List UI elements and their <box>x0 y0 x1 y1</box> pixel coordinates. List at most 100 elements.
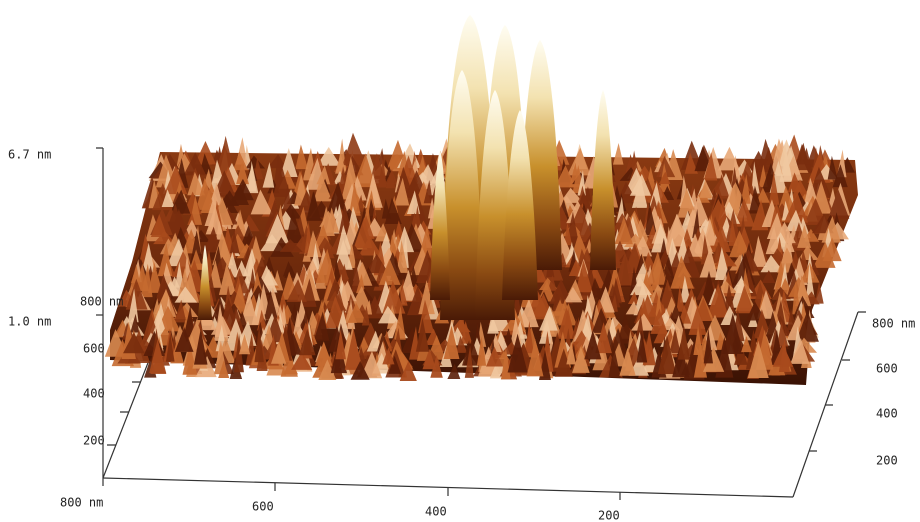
surface-spike <box>740 174 751 204</box>
surface-spike <box>761 270 776 284</box>
surface-spike <box>236 161 249 185</box>
surface-spike <box>418 280 435 315</box>
surface-spike <box>778 339 790 372</box>
surface-peak <box>502 110 538 300</box>
surface-spike <box>183 152 207 176</box>
surface-spike <box>741 335 752 353</box>
surface-spike <box>447 363 461 379</box>
surface-spike <box>795 310 819 342</box>
surface-spike <box>378 155 387 188</box>
surface-spike <box>684 152 698 174</box>
surface-spike <box>669 328 681 354</box>
surface-spike <box>313 174 333 202</box>
surface-spike <box>396 239 409 273</box>
surface-spike <box>464 345 474 378</box>
surface-spike <box>608 345 621 378</box>
surface-spike <box>230 267 250 294</box>
surface-spike <box>335 329 346 360</box>
surface-spike <box>627 291 639 305</box>
surface-spike <box>270 341 287 364</box>
surface-spike <box>790 179 811 200</box>
surface-spike <box>318 342 330 359</box>
surface-spike <box>806 262 815 297</box>
surface-spike <box>760 254 784 273</box>
surface-spike <box>140 263 153 298</box>
surface-spike <box>174 299 187 323</box>
surface-spike <box>270 236 294 257</box>
surface-spike <box>285 209 304 243</box>
surface-spike <box>566 341 576 365</box>
surface-spike <box>295 144 309 170</box>
surface-spike <box>827 155 838 180</box>
surface-spike <box>588 277 604 298</box>
surface-spike <box>245 251 257 284</box>
surface-spike <box>795 275 812 307</box>
surface-spike <box>347 302 367 323</box>
surface-spike <box>563 222 573 246</box>
surface-spike <box>298 328 316 356</box>
surface-spike <box>476 336 487 366</box>
surface-spike <box>513 288 522 314</box>
surface-spike <box>238 334 251 355</box>
surface-spike <box>416 164 437 184</box>
surface-spike <box>747 340 769 379</box>
surface-spike <box>291 310 304 343</box>
surface-spike <box>272 163 291 197</box>
z-max-label: 6.7 nm <box>8 148 51 162</box>
surface-spike <box>250 189 273 215</box>
surface-spike <box>282 261 296 277</box>
surface-spike <box>307 190 321 220</box>
surface-spike <box>174 286 198 303</box>
surface-spike <box>812 241 836 268</box>
surface-spike <box>646 251 668 285</box>
surface-spike <box>366 330 383 352</box>
surface-spike <box>642 251 657 271</box>
left-depth-axis <box>102 349 154 479</box>
surface-spike <box>722 312 744 354</box>
surface-spike <box>218 360 230 379</box>
right-axis-label: 800 nm <box>872 317 915 331</box>
surface-spike <box>382 280 406 314</box>
surface-spike <box>286 279 307 302</box>
surface-spike <box>352 153 376 188</box>
surface-spike <box>554 165 576 188</box>
surface-spike <box>703 328 713 364</box>
surface-spike <box>153 230 177 245</box>
surface-spike <box>751 161 760 194</box>
surface-spike <box>399 361 417 381</box>
labels: 6.7 nm 1.0 nm 800 nm 600 400 200 800 nm … <box>8 148 915 522</box>
surface-spike <box>753 309 772 339</box>
surface-spike <box>240 291 259 326</box>
surface-spike <box>194 141 217 165</box>
surface-spike <box>460 320 473 344</box>
surface-spike <box>187 212 196 226</box>
surface-spike <box>423 179 433 204</box>
surface-spike <box>693 341 708 378</box>
surface-spike <box>254 326 264 363</box>
front-axis-label: 800 nm <box>60 496 103 510</box>
surface-spike <box>658 171 671 184</box>
surface-spike <box>539 305 558 331</box>
surface-spike <box>769 171 780 205</box>
surface-spike <box>771 286 791 300</box>
surface-spike <box>385 169 396 189</box>
surface-spike <box>316 165 331 185</box>
surface-spike <box>305 258 320 275</box>
surface-spike <box>576 216 594 243</box>
surface-spike <box>348 182 361 216</box>
surface-spike <box>688 305 707 335</box>
surface-spike <box>318 241 335 259</box>
surface <box>104 15 858 385</box>
surface-spike <box>814 281 824 304</box>
surface-spike <box>264 290 278 319</box>
surface-spike <box>657 334 677 374</box>
surface-spike <box>165 203 185 235</box>
surface-spike <box>430 355 443 378</box>
surface-spike <box>572 346 590 373</box>
surface-spike <box>229 184 249 206</box>
surface-spike <box>567 147 591 176</box>
surface-spike <box>333 259 342 283</box>
surface-spike <box>279 239 303 252</box>
surface-spike <box>248 160 257 192</box>
